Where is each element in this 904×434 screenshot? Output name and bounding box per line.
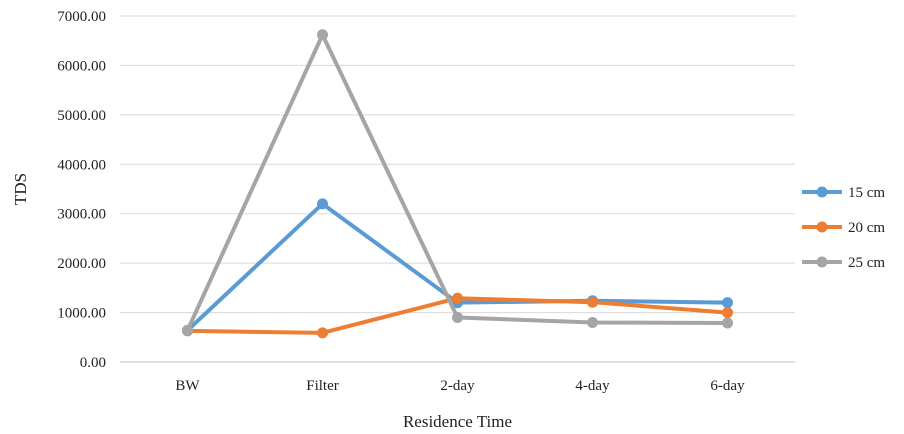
x-tick-labels: BW Filter 2-day 4-day 6-day (175, 378, 745, 394)
data-point (317, 198, 328, 210)
data-point (722, 317, 733, 329)
y-tick-label: 4000.00 (57, 157, 106, 173)
x-tick-label: Filter (306, 378, 339, 394)
y-tick-label: 2000.00 (57, 256, 106, 272)
legend-swatch-marker (816, 221, 828, 233)
x-tick-label: BW (175, 378, 200, 394)
y-tick-label: 5000.00 (57, 108, 106, 124)
data-point (587, 296, 598, 308)
y-tick-label: 1000.00 (57, 306, 106, 322)
y-tick-label: 3000.00 (57, 207, 106, 223)
y-tick-label: 7000.00 (57, 9, 106, 25)
series-line (185, 32, 730, 333)
data-point (452, 312, 463, 324)
legend-swatch-marker (816, 186, 828, 198)
y-tick-label: 6000.00 (57, 58, 106, 74)
legend-label: 25 cm (848, 255, 885, 271)
data-point (722, 297, 733, 309)
x-tick-label: 6-day (710, 378, 745, 394)
data-point (182, 324, 193, 336)
legend-label: 15 cm (848, 185, 885, 201)
legend-label: 20 cm (848, 220, 885, 236)
series-line (185, 201, 730, 333)
legend-swatch-marker (816, 256, 828, 268)
x-tick-label: 4-day (575, 378, 610, 394)
data-point (452, 292, 463, 304)
data-point (722, 307, 733, 319)
data-point (317, 29, 328, 41)
series-25-cm (182, 29, 733, 336)
data-point (587, 316, 598, 328)
x-axis-title: Residence Time (403, 412, 512, 431)
legend-item: 20 cm (802, 220, 885, 236)
legend-item: 25 cm (802, 255, 885, 271)
x-tick-label: 2-day (440, 378, 475, 394)
gridlines (120, 15, 795, 314)
data-point (317, 327, 328, 339)
y-axis-title: TDS (11, 173, 30, 205)
legend: 15 cm 20 cm 25 cm (802, 185, 885, 271)
series-group (182, 29, 733, 339)
legend-item: 15 cm (802, 185, 885, 201)
y-tick-labels: 0.00 1000.00 2000.00 3000.00 4000.00 5000.00 6… (57, 9, 106, 371)
series-20-cm (182, 292, 733, 339)
y-tick-label: 0.00 (80, 355, 106, 371)
